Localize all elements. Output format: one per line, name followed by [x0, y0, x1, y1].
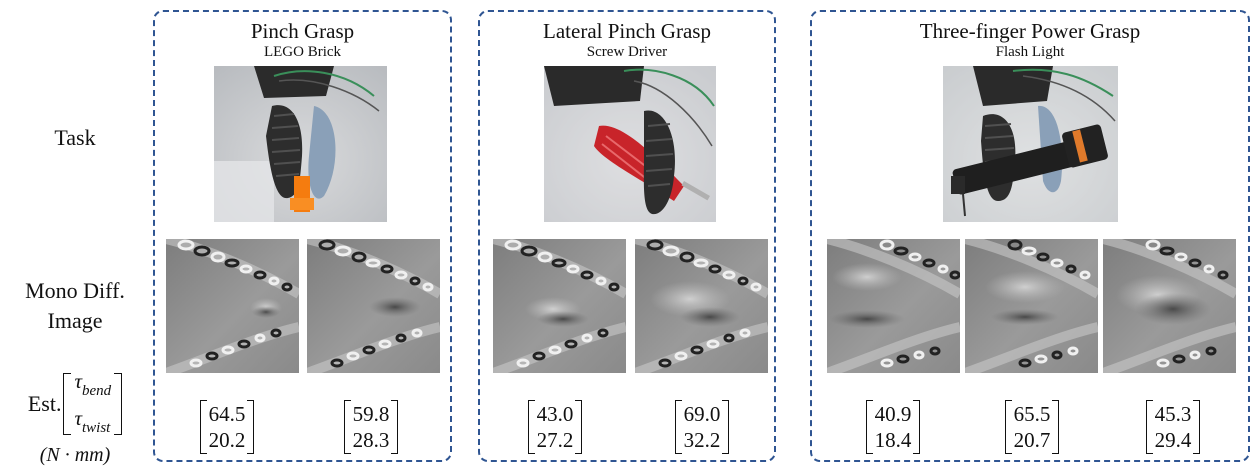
tau-bend: τbend	[74, 368, 112, 399]
row-label-est-word: Est.	[27, 391, 62, 416]
panel-title: Lateral Pinch Grasp	[543, 19, 711, 43]
tau-twist-value: 28.3	[352, 428, 390, 452]
right-bracket	[391, 400, 399, 454]
tau-bend-value: 40.9	[874, 402, 912, 426]
panel-pinch-grasp: Pinch Grasp LEGO Brick	[153, 10, 452, 462]
row-label-mono-line2: Image	[47, 308, 103, 333]
estimate-vector: 65.5 20.7	[997, 400, 1067, 454]
left-bracket	[63, 373, 72, 435]
tau-bend-value: 59.8	[352, 402, 390, 426]
left-bracket	[674, 400, 682, 454]
tau-bend-value: 64.5	[208, 402, 246, 426]
estimate-vector: 69.0 32.2	[667, 400, 737, 454]
tau-bend-value: 65.5	[1013, 402, 1051, 426]
right-bracket	[1193, 400, 1201, 454]
row-label-mono-line1: Mono Diff.	[25, 278, 125, 303]
tau-twist-value: 32.2	[683, 428, 721, 452]
left-bracket	[527, 400, 535, 454]
mono-diff-image-2	[965, 239, 1098, 373]
mono-diff-image-3	[1103, 239, 1236, 373]
estimate-vector: 45.3 29.4	[1138, 400, 1208, 454]
estimate-vector: 43.0 27.2	[520, 400, 590, 454]
estimate-vector: 40.9 18.4	[858, 400, 928, 454]
panel-subtitle: Flash Light	[995, 44, 1065, 60]
panel-three-finger-power-grasp: Three-finger Power Grasp Flash Light	[810, 10, 1250, 462]
right-bracket	[114, 373, 123, 435]
right-bracket	[1052, 400, 1060, 454]
panel-title: Pinch Grasp	[250, 19, 355, 43]
mono-diff-image-1	[166, 239, 299, 373]
left-bracket	[343, 400, 351, 454]
right-bracket	[913, 400, 921, 454]
tau-twist-value: 20.7	[1013, 428, 1051, 452]
left-bracket	[1145, 400, 1153, 454]
panel-subtitle: LEGO Brick	[263, 44, 342, 60]
row-label-estimate: Est. τbend τtwist (N · mm)	[0, 367, 150, 466]
tau-bend-value: 45.3	[1154, 402, 1192, 426]
tau-bend-value: 69.0	[683, 402, 721, 426]
left-bracket	[865, 400, 873, 454]
right-bracket	[722, 400, 730, 454]
tau-twist-value: 18.4	[874, 428, 912, 452]
task-photo-lego-brick	[214, 66, 387, 222]
tau-twist-value: 29.4	[1154, 428, 1192, 452]
task-photo-screw-driver	[544, 66, 716, 222]
mono-diff-image-2	[635, 239, 768, 373]
estimate-vector: 59.8 28.3	[336, 400, 406, 454]
unit-label: (N · mm)	[39, 444, 111, 466]
left-bracket	[1004, 400, 1012, 454]
tau-twist-value: 20.2	[208, 428, 246, 452]
row-label-task: Task	[54, 125, 96, 150]
mono-diff-image-2	[307, 239, 440, 373]
task-photo-flash-light	[943, 66, 1118, 222]
right-bracket	[247, 400, 255, 454]
panel-lateral-pinch-grasp: Lateral Pinch Grasp Screw Driver	[478, 10, 776, 462]
right-bracket	[575, 400, 583, 454]
left-bracket	[199, 400, 207, 454]
mono-diff-image-1	[493, 239, 626, 373]
tau-bend-value: 43.0	[536, 402, 574, 426]
tau-twist-value: 27.2	[536, 428, 574, 452]
tau-vector: τbend τtwist	[63, 367, 123, 441]
mono-diff-image-1	[827, 239, 960, 373]
panel-title: Three-finger Power Grasp	[919, 19, 1141, 43]
row-label-mono-diff: Mono Diff. Image	[0, 276, 150, 336]
estimate-vector: 64.5 20.2	[192, 400, 262, 454]
tau-twist: τtwist	[74, 406, 111, 437]
panel-subtitle: Screw Driver	[586, 44, 668, 60]
